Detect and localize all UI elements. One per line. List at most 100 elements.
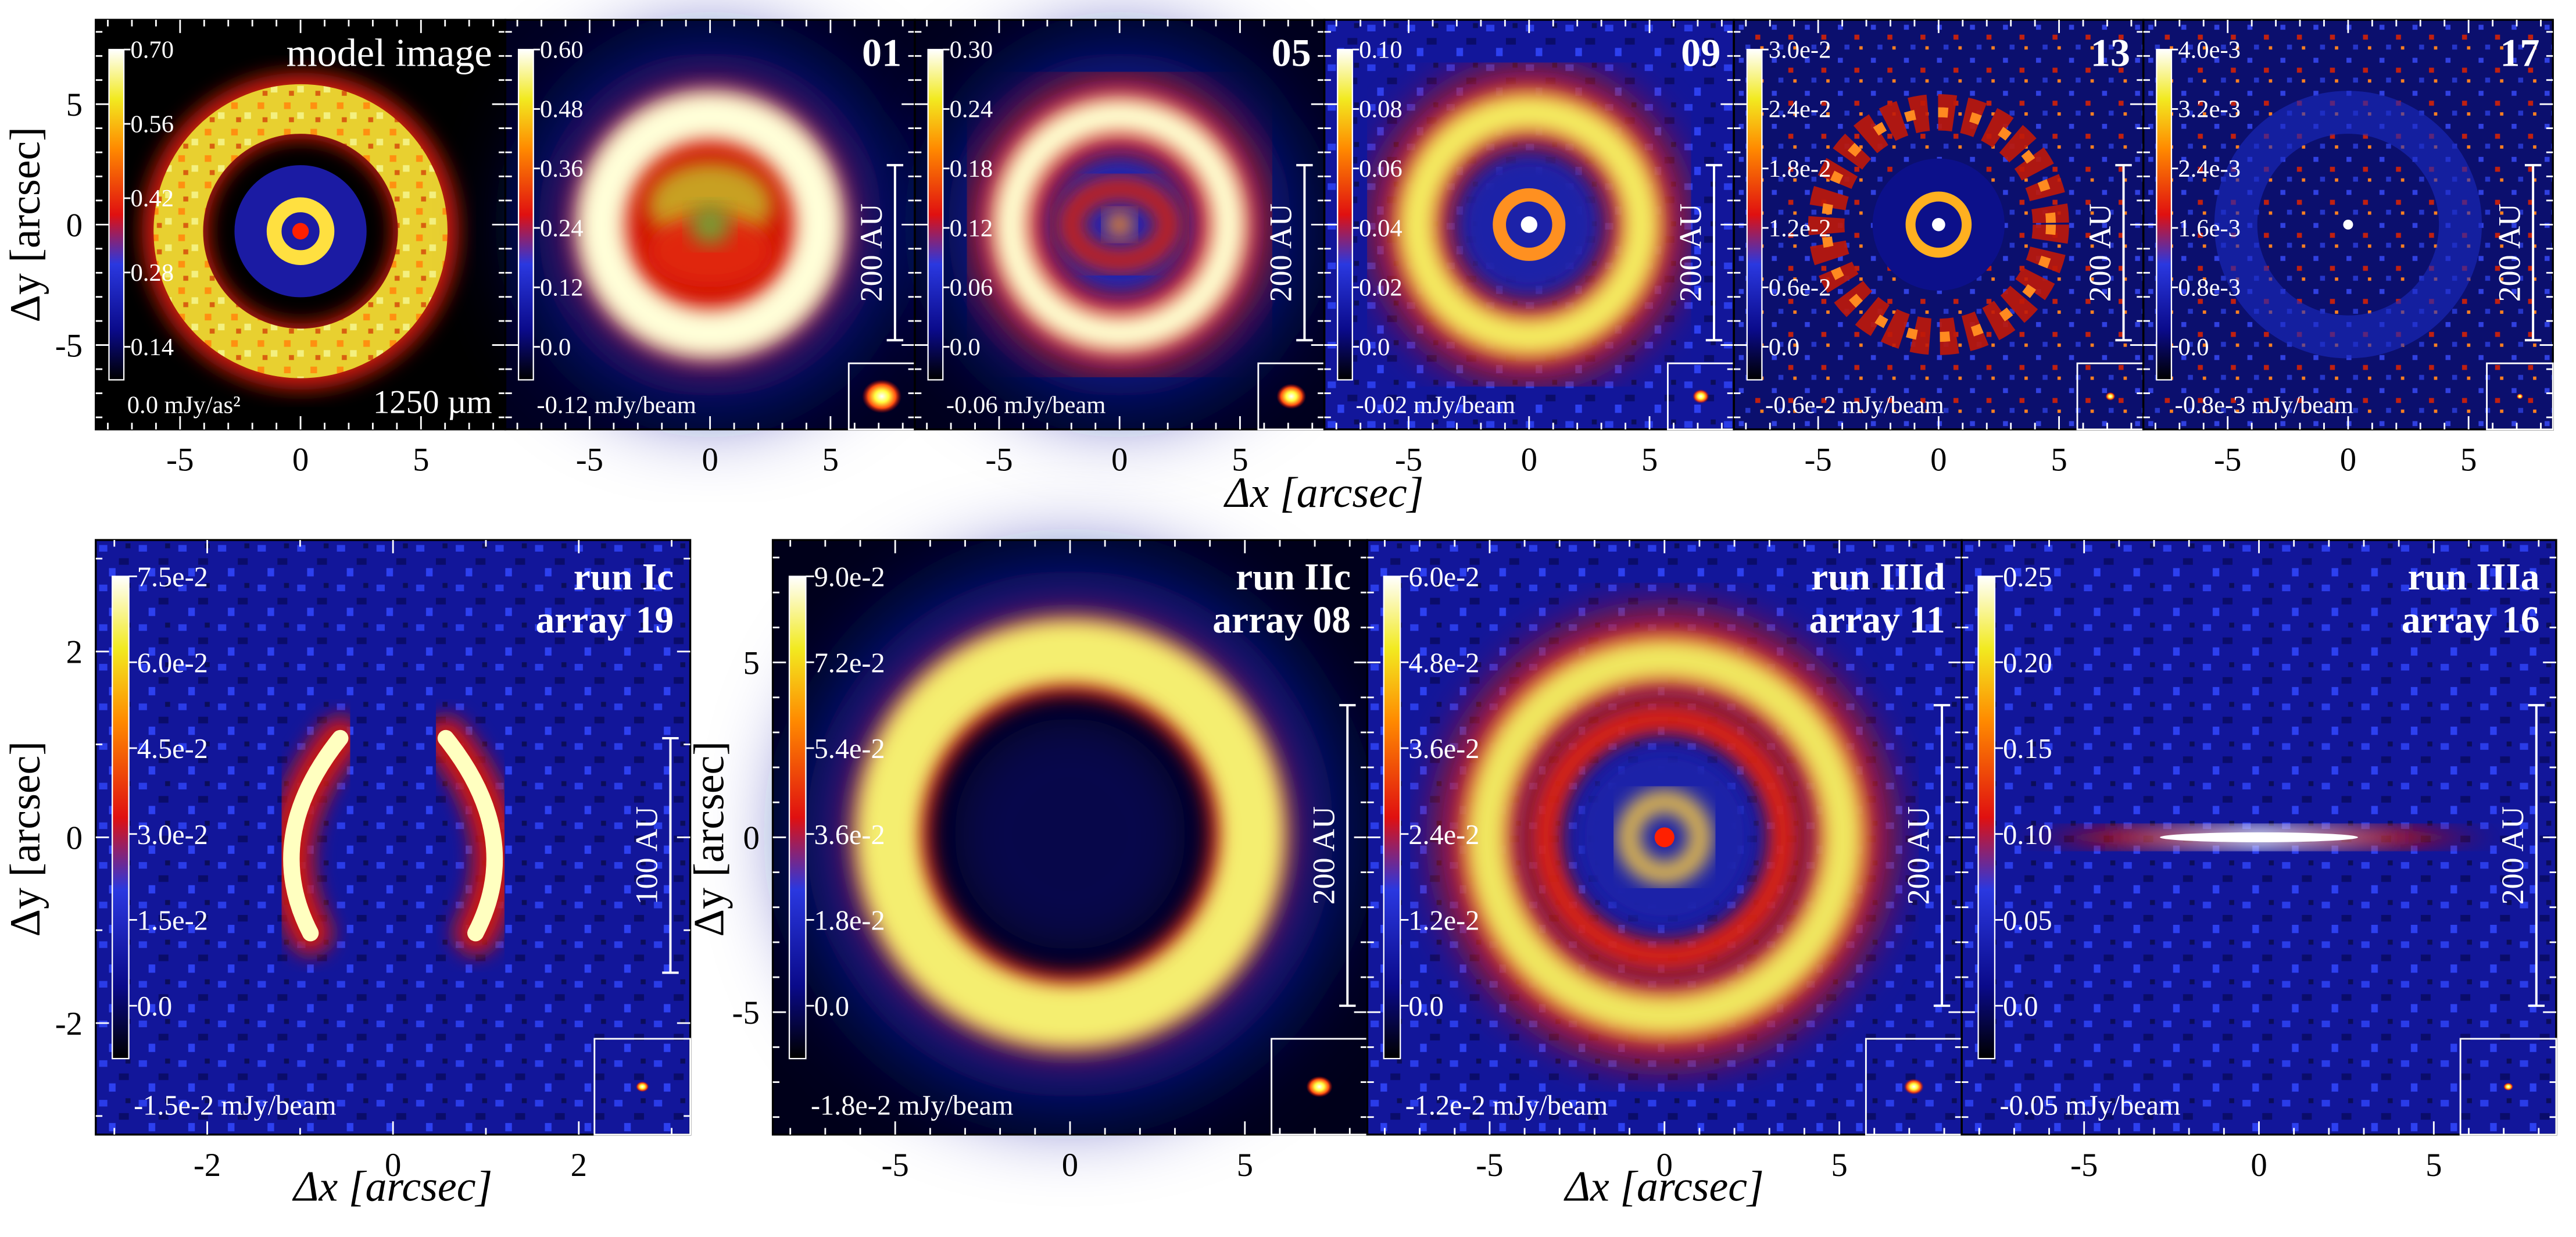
- colorbar-tick-label: 0.0: [1408, 991, 1443, 1022]
- colorbar-tick-label: 0.12: [950, 214, 993, 242]
- colorbar-tick-label: 7.5e-2: [137, 562, 208, 593]
- colorbar-tick-label: 1.2e-2: [1408, 905, 1479, 936]
- colorbar-tick-label: 0.70: [130, 36, 174, 63]
- panel-01: [505, 20, 915, 430]
- x-tick-label: 0: [1521, 442, 1537, 478]
- colorbar-unit-label: -0.6e-2 mJy/beam: [1765, 391, 1944, 419]
- x-tick-label: -5: [1395, 442, 1422, 478]
- colorbar-tick-label: 0.0: [1359, 334, 1390, 361]
- x-tick-label: -5: [166, 442, 194, 478]
- x-tick-label: 5: [2425, 1147, 2442, 1184]
- x-tick-label: -5: [1804, 442, 1831, 478]
- colorbar-tick-label: 2.4e-3: [2178, 155, 2241, 183]
- runIIIa-scale-bar: 200 AU: [2495, 704, 2545, 1007]
- colorbar-unit-label: -1.2e-2 mJy/beam: [1405, 1091, 1608, 1121]
- colorbar-unit-label: -1.8e-2 mJy/beam: [811, 1091, 1014, 1121]
- colorbar-tick-label: 0.0: [814, 991, 849, 1022]
- colorbar-tick-label: 6.0e-2: [137, 648, 208, 678]
- y-tick-label: -5: [55, 327, 83, 364]
- colorbar-unit-label: -0.02 mJy/beam: [1355, 391, 1515, 419]
- panel-run-iiid: [1367, 540, 1962, 1135]
- colorbar-tick-label: 5.4e-2: [814, 734, 885, 764]
- colorbar-tick-label: 3.2e-3: [2178, 96, 2241, 123]
- panel-title: 09: [1681, 31, 1720, 75]
- colorbar-tick-label: 0.12: [540, 274, 584, 302]
- panel-13: [1734, 20, 2144, 430]
- panel-title-line: array 08: [1212, 599, 1351, 641]
- colorbar-tick-label: 7.2e-2: [814, 648, 885, 678]
- panel-run-ic: [95, 540, 690, 1135]
- panel-title-line: run IIIa: [2408, 556, 2540, 598]
- colorbar-tick-label: 1.8e-2: [814, 905, 885, 936]
- colorbar-tick-label: 0.08: [1359, 96, 1403, 123]
- model-colorbar: 0.70 0.56 0.42 0.28 0.14 0.0 mJy/as²: [108, 36, 241, 419]
- colorbar-tick-label: 0.42: [130, 185, 174, 212]
- p13-scale-bar: 200 AU: [2083, 164, 2132, 342]
- y-tick-label: 0: [66, 820, 83, 856]
- colorbar-unit-label: -0.12 mJy/beam: [536, 391, 696, 419]
- colorbar-tick-label: 0.14: [130, 334, 174, 361]
- x-tick-label: -5: [2070, 1147, 2098, 1184]
- colorbar-tick-label: 0.0: [540, 334, 571, 361]
- x-tick-label: 0: [2340, 442, 2356, 478]
- p17-colorbar: 4.0e-3 3.2e-3 2.4e-3 1.6e-3 0.8e-3 0.0 -0.8e-3…: [2156, 36, 2353, 419]
- p09-colorbar: 0.10 0.08 0.06 0.04 0.02 0.0 -0.02 mJy/beam: [1337, 36, 1515, 419]
- bottom-mid-y-axis-label: Δy [arcsec]: [685, 741, 732, 937]
- colorbar-tick-label: 0.05: [2003, 905, 2052, 936]
- colorbar-tick-label: 3.0e-2: [1769, 36, 1831, 63]
- colorbar-tick-label: 1.8e-2: [1769, 155, 1831, 183]
- p05-scale-bar: 200 AU: [1264, 164, 1313, 342]
- colorbar-tick-label: 0.15: [2003, 734, 2052, 764]
- x-tick-label: 0: [1062, 1147, 1078, 1184]
- scale-bar-label: 200 AU: [1307, 806, 1341, 904]
- panel-09: [1324, 20, 1734, 430]
- y-tick-label: 0: [66, 207, 83, 244]
- colorbar-tick-label: 0.0: [137, 991, 172, 1022]
- colorbar-unit-label: 0.0 mJy/as²: [127, 391, 241, 419]
- scale-bar-label: 200 AU: [2492, 203, 2527, 302]
- x-tick-label: 0: [1930, 442, 1947, 478]
- runIc-beam-inset: [593, 1038, 691, 1136]
- colorbar-tick-label: 6.0e-2: [1408, 562, 1479, 593]
- colorbar-tick-label: 0.0: [2003, 991, 2038, 1022]
- runIc-axes: -2 0 2 2 0 -2: [55, 539, 692, 1184]
- colorbar-tick-label: 2.4e-2: [1408, 820, 1479, 850]
- p17-scale-bar: 200 AU: [2492, 164, 2542, 342]
- colorbar-tick-label: 0.0: [1769, 334, 1799, 361]
- panel-title-line: array 16: [2402, 599, 2540, 641]
- panel-title: model image: [287, 31, 492, 75]
- panel-title: 13: [2091, 31, 2130, 75]
- colorbar-tick-label: 3.0e-2: [137, 820, 208, 850]
- x-tick-label: 5: [2051, 442, 2067, 478]
- panel-title: 01: [862, 31, 901, 75]
- panel-title-line: run IIId: [1811, 556, 1945, 598]
- x-tick-label: -2: [194, 1147, 221, 1184]
- panel-title-line: run IIc: [1236, 556, 1351, 598]
- y-tick-label: 0: [743, 820, 759, 856]
- panel-title-line: array 19: [535, 599, 674, 641]
- colorbar-tick-label: 0.24: [950, 96, 993, 123]
- panel-title-line: run Ic: [574, 556, 674, 598]
- x-tick-label: 5: [413, 442, 429, 478]
- colorbar-tick-label: 0.02: [1359, 274, 1403, 302]
- scale-bar-label: 100 AU: [629, 806, 664, 904]
- scale-bar-label: 200 AU: [1264, 203, 1298, 302]
- panel-model-image: [95, 20, 506, 430]
- panel-run-iic: [772, 540, 1368, 1135]
- p13-colorbar: 3.0e-2 2.4e-2 1.8e-2 1.2e-2 0.6e-2 0.0 -0.6e-2…: [1746, 36, 1944, 419]
- x-tick-label: 0: [702, 442, 718, 478]
- colorbar-tick-label: 0.60: [540, 36, 584, 63]
- x-tick-label: 0: [1656, 1147, 1673, 1184]
- colorbar-tick-label: 0.8e-3: [2178, 274, 2241, 302]
- runIIc-colorbar: 9.0e-2 7.2e-2 5.4e-2 3.6e-2 1.8e-2 0.0 -1.8e-2…: [788, 562, 1014, 1121]
- colorbar-tick-label: 4.0e-3: [2178, 36, 2241, 63]
- colorbar-tick-label: 1.5e-2: [137, 905, 208, 936]
- x-tick-label: 5: [1831, 1147, 1847, 1184]
- colorbar-tick-label: 0.28: [130, 259, 174, 287]
- p05-colorbar: 0.30 0.24 0.18 0.12 0.06 0.0 -0.06 mJy/beam: [927, 36, 1105, 419]
- y-tick-label: -2: [55, 1006, 83, 1042]
- runIIIa-axes: -5 0 5: [1960, 539, 2557, 1184]
- scale-bar-label: 200 AU: [854, 203, 889, 302]
- p09-scale-bar: 200 AU: [1673, 164, 1723, 342]
